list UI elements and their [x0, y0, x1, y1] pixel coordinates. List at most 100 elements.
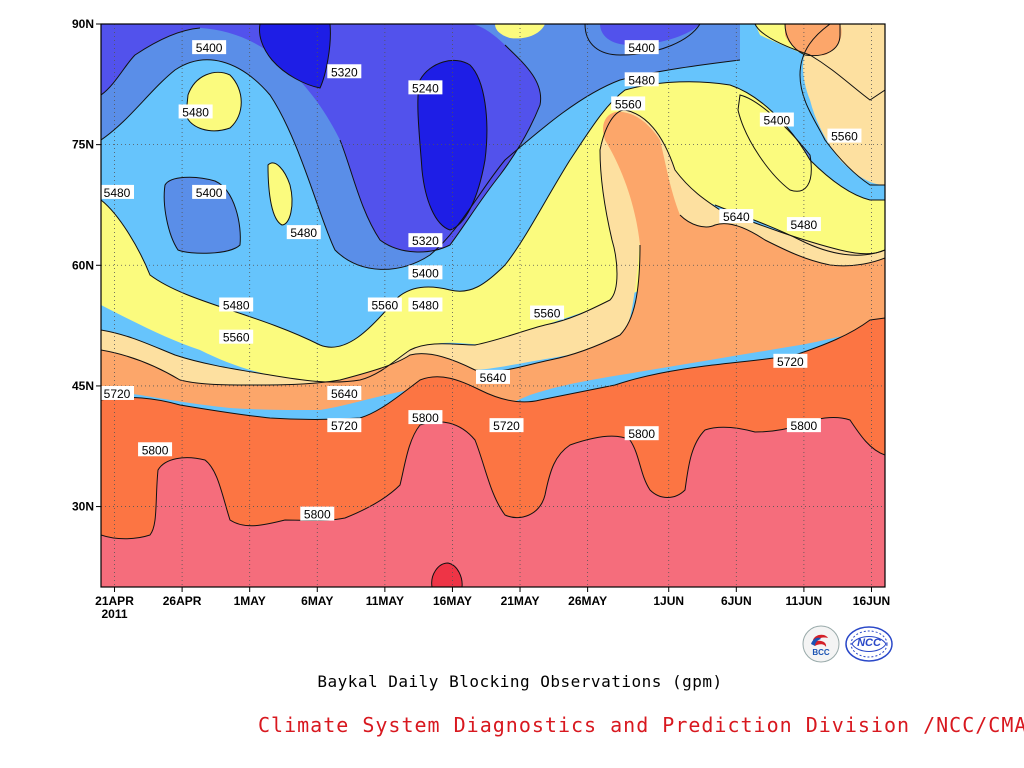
contour-label-bg — [408, 297, 443, 312]
plot-frame — [100, 23, 886, 588]
contour-lines — [101, 24, 885, 587]
contour-label: 5480 — [219, 297, 254, 313]
contour-label-text: 5480 — [791, 218, 818, 232]
contour-label: 5320 — [408, 233, 443, 248]
contour-label-text: 5560 — [534, 307, 561, 321]
x-tick-label: 11JUN — [786, 594, 823, 608]
contour-label: 5240 — [408, 80, 443, 95]
contour-label-text: 5800 — [412, 411, 439, 425]
contour-label-bg — [719, 209, 754, 224]
contour-label-bg — [219, 329, 254, 344]
contour-label: 5800 — [300, 506, 335, 522]
contour-label: 5480 — [286, 225, 321, 240]
contour-label-text: 5480 — [104, 186, 131, 200]
contour-label: 5400 — [624, 40, 659, 55]
y-tick-label: 75N — [72, 138, 94, 152]
contour-label-bg — [786, 217, 821, 232]
contour-label-bg — [408, 265, 443, 280]
contour-label-text: 5800 — [791, 419, 818, 433]
contour-label-bg — [138, 442, 173, 457]
contour-label-bg — [178, 104, 213, 119]
contour-label: 5480 — [100, 184, 134, 200]
contour-label-bg — [624, 426, 659, 441]
x-tick-label: 26MAY — [568, 594, 607, 608]
contour-label-text: 5400 — [628, 41, 655, 55]
contour-label-text: 5400 — [412, 266, 439, 280]
contour-label-text: 5560 — [831, 130, 858, 144]
credit-line: Climate System Diagnostics and Predictio… — [258, 713, 1024, 737]
contour-label-text: 5640 — [331, 387, 358, 401]
contour-label-text: 5480 — [182, 105, 209, 119]
contour-label-text: 5720 — [104, 387, 131, 401]
x-tick-label: 11MAY — [366, 594, 404, 608]
contour-label-bg — [408, 80, 443, 95]
band-5720-5800 — [101, 111, 885, 415]
grid-lines — [101, 24, 885, 587]
contour-label-text: 5800 — [142, 443, 169, 457]
x-tick-label: 1JUN — [653, 594, 684, 608]
contour-label-text: 5800 — [628, 427, 655, 441]
contour-label-bg — [408, 233, 443, 248]
contour-label-text: 5480 — [290, 226, 317, 240]
contour-label-bg — [408, 410, 443, 425]
band-above-5880 — [101, 417, 885, 587]
chart-subtitle: Baykal Daily Blocking Observations (gpm) — [317, 672, 723, 691]
contour-label: 5800 — [138, 442, 173, 457]
contour-label-text: 5480 — [628, 73, 655, 87]
contour-label: 5720 — [100, 385, 134, 401]
contour-label: 5400 — [192, 184, 227, 200]
x-tick-label: 26APR — [163, 594, 202, 608]
contour-label: 5400 — [759, 112, 794, 128]
contour-label: 5560 — [367, 297, 402, 313]
contour-label-bg — [786, 418, 821, 433]
contour-label: 5560 — [827, 128, 862, 144]
x-tick-label: 1MAY — [234, 594, 266, 608]
x-tick-label: 16MAY — [433, 594, 472, 608]
contour-label-text: 5480 — [412, 299, 439, 313]
contour-label-text: 5720 — [493, 419, 520, 433]
x-tick-label: 21MAY — [501, 594, 540, 608]
contour-label-bg — [759, 112, 794, 127]
contour-label-bg — [327, 385, 362, 400]
contour-label: 5480 — [408, 297, 443, 313]
contour-label: 5720 — [489, 418, 524, 433]
contour-label-text: 5400 — [196, 186, 223, 200]
y-tick-label: 45N — [72, 379, 94, 393]
contour-label-text: 5320 — [331, 65, 358, 79]
contour-label: 5640 — [476, 369, 510, 385]
contour-label-text: 5320 — [412, 234, 439, 248]
contour-fill — [101, 24, 885, 587]
contour-label: 5320 — [327, 64, 362, 79]
contour-labels: 5400 5320 5240 5480 5480 5400 5480 5320 5400 5480… — [100, 40, 862, 522]
contour-label-text: 5720 — [331, 419, 358, 433]
contour-label: 5640 — [327, 385, 362, 401]
contour-label: 5400 — [192, 40, 227, 55]
contour-label-text: 5640 — [723, 210, 750, 224]
contour-label-text: 5640 — [480, 371, 507, 385]
contour-label-bg — [773, 353, 808, 368]
ncc-logo: NCC — [844, 624, 894, 664]
contour-label-text: 5480 — [223, 299, 250, 313]
y-axis: 30N 45N 60N 75N 90N — [72, 17, 101, 514]
contour-label-bg — [192, 184, 227, 199]
contour-label-bg — [827, 128, 862, 143]
x-tick-label: 6MAY — [301, 594, 333, 608]
contour-label: 5800 — [624, 426, 659, 441]
x-tick-label: 16JUN — [853, 594, 890, 608]
contour-label-bg — [327, 418, 362, 433]
contour-label: 5800 — [786, 418, 821, 433]
contour-label-text: 5400 — [196, 41, 223, 55]
contour-label-bg — [611, 96, 646, 111]
contour-label: 5640 — [719, 209, 754, 224]
contour-label-bg — [624, 40, 659, 55]
contour-label: 5560 — [611, 96, 646, 111]
x-axis: 21APR 26APR 1MAY 6MAY 11MAY 16MAY 21MAY 26MAY 1J… — [95, 587, 890, 621]
contour-label-text: 5560 — [372, 299, 399, 313]
contour-label-bg — [300, 506, 335, 521]
contour-label-bg — [476, 369, 510, 384]
contour-label: 5720 — [327, 418, 362, 433]
ncc-logo-mark — [845, 626, 893, 662]
y-tick-label: 60N — [72, 258, 94, 272]
ncc-logo-text: NCC — [857, 637, 881, 649]
